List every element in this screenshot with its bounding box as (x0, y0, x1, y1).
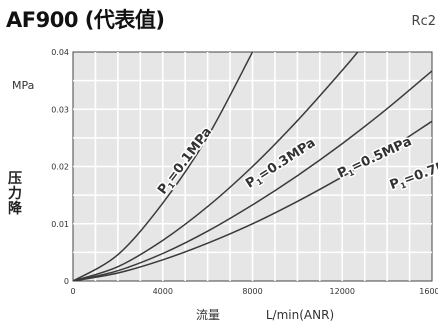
y-tick-label: 0.01 (51, 220, 69, 229)
y-tick-label: 0.03 (51, 105, 69, 114)
y-tick-label: 0.02 (51, 163, 69, 172)
y-tick-label: 0 (64, 277, 69, 286)
y-tick-label: 0.04 (51, 48, 69, 57)
port-size-label: Rc2 (411, 14, 436, 29)
series-line (73, 70, 432, 281)
series-line (73, 120, 432, 281)
x-tick-label: 8000 (242, 287, 262, 296)
series-line (73, 52, 254, 281)
series-line (73, 52, 359, 281)
y-axis-label: 压力降 (8, 171, 22, 217)
x-tick-label: 4000 (153, 287, 173, 296)
chart-title: AF900 (代表值) (6, 8, 165, 32)
x-tick-label: 0 (70, 287, 75, 296)
x-axis-unit: L/min(ANR) (266, 308, 334, 322)
x-tick-label: 12000 (330, 287, 355, 296)
x-axis-label: 流量 (196, 308, 220, 322)
